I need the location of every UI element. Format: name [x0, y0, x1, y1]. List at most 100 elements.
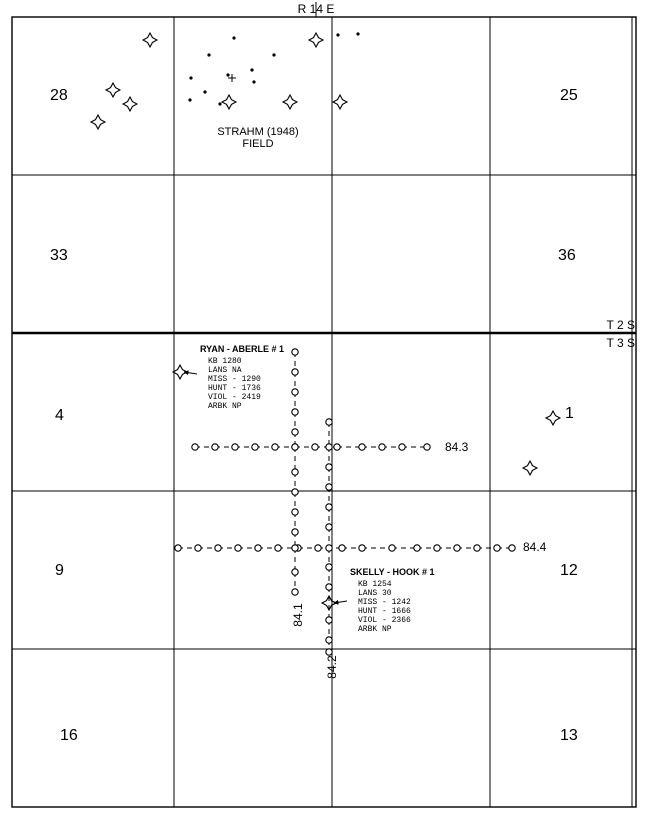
- section-number: 16: [60, 727, 78, 744]
- dot-well-icon: [232, 36, 235, 39]
- shot-point-icon: [326, 637, 332, 643]
- section-number: 36: [558, 247, 576, 264]
- dot-well-icon: [207, 53, 210, 56]
- shot-point-icon: [326, 464, 332, 470]
- shot-point-icon: [326, 564, 332, 570]
- shot-point-icon: [454, 545, 460, 551]
- well-callout-title: RYAN - ABERLE # 1: [200, 344, 284, 354]
- shot-point-icon: [326, 524, 332, 530]
- shot-point-icon: [292, 489, 298, 495]
- township-lower: T 3 S: [607, 336, 635, 350]
- shot-point-icon: [399, 444, 405, 450]
- shot-point-icon: [326, 617, 332, 623]
- well-callout-row: LANS NA: [208, 366, 242, 375]
- well-callout-row: VIOL - 2366: [358, 616, 411, 625]
- shot-point-icon: [275, 545, 281, 551]
- well-callout-row: MISS - 1242: [358, 598, 411, 607]
- shot-point-icon: [292, 369, 298, 375]
- shot-point-icon: [326, 649, 332, 655]
- dot-well-icon: [188, 98, 191, 101]
- shot-point-icon: [195, 545, 201, 551]
- shot-point-icon: [215, 545, 221, 551]
- dot-well-icon: [336, 33, 339, 36]
- seismic-line-label: 84.3: [445, 440, 469, 454]
- diamond-well-icon: [91, 115, 105, 129]
- shot-point-icon: [326, 545, 332, 551]
- shot-point-icon: [292, 429, 298, 435]
- shot-point-icon: [494, 545, 500, 551]
- section-number: 13: [560, 727, 578, 744]
- field-label: FIELD: [242, 138, 273, 150]
- well-callout-row: KB 1254: [358, 580, 392, 589]
- shot-point-icon: [292, 409, 298, 415]
- shot-point-icon: [315, 545, 321, 551]
- section-number: 1: [565, 405, 574, 422]
- diamond-well-icon: [333, 95, 347, 109]
- shot-point-icon: [339, 545, 345, 551]
- well-callout-row: MISS - 1290: [208, 375, 261, 384]
- shot-point-icon: [192, 444, 198, 450]
- shot-point-icon: [212, 444, 218, 450]
- shot-point-icon: [474, 545, 480, 551]
- shot-point-icon: [414, 545, 420, 551]
- well-callout-row: HUNT - 1666: [358, 607, 411, 616]
- shot-point-icon: [175, 545, 181, 551]
- shot-point-icon: [359, 444, 365, 450]
- shot-point-icon: [292, 349, 298, 355]
- well-location-map: R 14 ET 2 ST 3 S28253336419121613STRAHM …: [0, 0, 650, 817]
- outer-border: [12, 17, 636, 807]
- well-callout-row: LANS 30: [358, 589, 392, 598]
- dot-well-icon: [203, 90, 206, 93]
- dot-well-icon: [189, 76, 192, 79]
- shot-point-icon: [232, 444, 238, 450]
- well-callout-row: HUNT - 1736: [208, 384, 261, 393]
- shot-point-icon: [326, 444, 332, 450]
- field-label: STRAHM (1948): [217, 126, 298, 138]
- shot-point-icon: [292, 545, 298, 551]
- dot-well-icon: [356, 32, 359, 35]
- shot-point-icon: [389, 545, 395, 551]
- shot-point-icon: [292, 469, 298, 475]
- diamond-well-icon: [523, 461, 537, 475]
- shot-point-icon: [312, 444, 318, 450]
- diamond-well-icon: [283, 95, 297, 109]
- well-callout-row: KB 1280: [208, 357, 242, 366]
- diamond-well-icon: [309, 33, 323, 47]
- shot-point-icon: [292, 529, 298, 535]
- dot-well-icon: [226, 73, 229, 76]
- shot-point-icon: [292, 589, 298, 595]
- section-number: 12: [560, 562, 578, 579]
- section-number: 28: [50, 87, 68, 104]
- diamond-well-icon: [143, 33, 157, 47]
- seismic-line-label: 84.1: [291, 603, 305, 627]
- shot-point-icon: [292, 444, 298, 450]
- shot-point-icon: [359, 545, 365, 551]
- well-callout-row: ARBK NP: [208, 402, 242, 411]
- diamond-well-icon: [546, 411, 560, 425]
- well-callout-row: VIOL - 2419: [208, 393, 261, 402]
- shot-point-icon: [326, 504, 332, 510]
- shot-point-icon: [292, 389, 298, 395]
- section-number: 33: [50, 247, 68, 264]
- shot-point-icon: [379, 444, 385, 450]
- diamond-well-icon: [222, 95, 236, 109]
- seismic-line-label: 84.4: [523, 540, 547, 554]
- dot-well-icon: [218, 102, 221, 105]
- seismic-line-label: 84.2: [325, 655, 339, 679]
- shot-point-icon: [326, 484, 332, 490]
- dot-well-icon: [252, 80, 255, 83]
- shot-point-icon: [509, 545, 515, 551]
- dot-well-icon: [250, 68, 253, 71]
- well-callout-title: SKELLY - HOOK # 1: [350, 567, 435, 577]
- shot-point-icon: [424, 444, 430, 450]
- shot-point-icon: [326, 584, 332, 590]
- shot-point-icon: [434, 545, 440, 551]
- callout-arrow-icon: [334, 601, 347, 603]
- diamond-well-icon: [123, 97, 137, 111]
- township-upper: T 2 S: [607, 318, 635, 332]
- dot-well-icon: [272, 53, 275, 56]
- section-number: 4: [55, 407, 64, 424]
- shot-point-icon: [326, 419, 332, 425]
- section-number: 9: [55, 562, 64, 579]
- shot-point-icon: [272, 444, 278, 450]
